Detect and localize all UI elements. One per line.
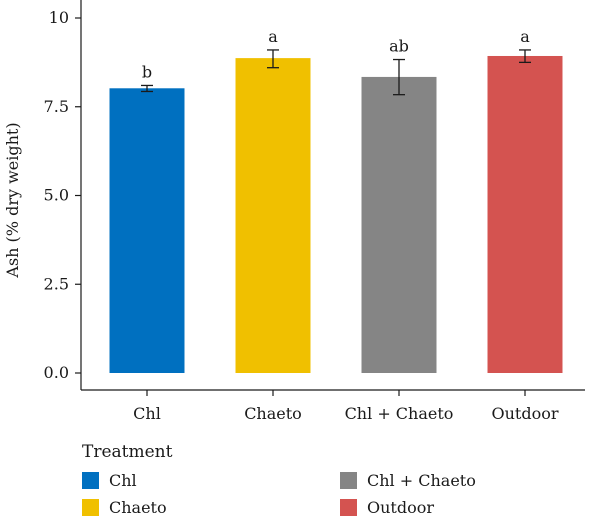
significance-label-outdoor: a: [520, 27, 530, 46]
error-bar-outdoor: [519, 49, 531, 64]
legend-swatch-chl: [82, 472, 99, 489]
bar-outdoor: [487, 55, 563, 374]
bar-chart: b a ab a 0.0 2.5 5.0 7.5 10 Chl Chaeto Chl + Chae…: [3, 0, 585, 423]
legend-label-chaeto: Chaeto: [109, 498, 167, 517]
bars-group: [109, 55, 563, 374]
legend-item-chl: Chl: [82, 471, 137, 490]
legend-swatch-chl-chaeto: [340, 472, 357, 489]
significance-label-chl: b: [142, 62, 152, 81]
legend-title: Treatment: [82, 442, 173, 462]
legend-label-chl: Chl: [109, 471, 137, 490]
bar-chl: [109, 88, 185, 373]
x-tick-label-chaeto: Chaeto: [244, 404, 302, 423]
y-tick-label: 7.5: [44, 97, 69, 116]
x-tick-label-outdoor: Outdoor: [491, 404, 558, 423]
x-axis-ticks: Chl Chaeto Chl + Chaeto Outdoor: [133, 390, 559, 423]
y-tick-label: 5.0: [44, 186, 69, 205]
legend-label-chl-chaeto: Chl + Chaeto: [367, 471, 476, 490]
legend-swatch-chaeto: [82, 499, 99, 516]
x-tick-label-chl: Chl: [133, 404, 161, 423]
error-bars-group: [141, 49, 531, 96]
legend-item-chaeto: Chaeto: [82, 498, 167, 517]
legend: Treatment Chl Chaeto Chl + Chaeto Outdoo…: [82, 442, 582, 517]
legend-swatch-outdoor: [340, 499, 357, 516]
legend-item-chl-chaeto: Chl + Chaeto: [340, 471, 476, 490]
y-axis-ticks: 0.0 2.5 5.0 7.5 10: [44, 8, 81, 382]
legend-label-outdoor: Outdoor: [367, 498, 435, 517]
legend-item-outdoor: Outdoor: [340, 498, 434, 517]
x-tick-label-chl-chaeto: Chl + Chaeto: [345, 404, 454, 423]
significance-labels-group: b a ab a: [142, 27, 530, 81]
error-bar-chl-chaeto: [393, 58, 405, 96]
bar-chl-chaeto: [361, 76, 437, 374]
y-axis-title: Ash (% dry weight): [3, 122, 22, 278]
error-bar-chaeto: [267, 49, 279, 69]
error-bar-chl: [141, 84, 153, 93]
y-tick-label: 10: [49, 8, 69, 27]
significance-label-chaeto: a: [268, 27, 278, 46]
y-tick-label: 2.5: [44, 274, 69, 293]
significance-label-chl-chaeto: ab: [389, 37, 409, 56]
bar-chaeto: [235, 58, 311, 374]
y-tick-label: 0.0: [44, 363, 69, 382]
